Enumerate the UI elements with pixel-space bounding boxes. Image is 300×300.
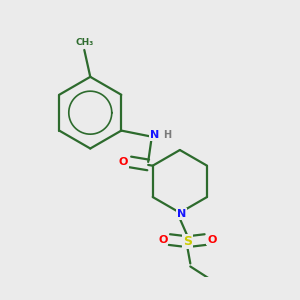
Text: S: S [183, 235, 192, 248]
Text: O: O [119, 157, 128, 167]
Text: O: O [158, 235, 167, 244]
Text: N: N [177, 209, 186, 219]
Text: H: H [164, 130, 172, 140]
Text: CH₃: CH₃ [75, 38, 93, 47]
Text: O: O [207, 235, 217, 244]
Text: N: N [149, 130, 159, 140]
